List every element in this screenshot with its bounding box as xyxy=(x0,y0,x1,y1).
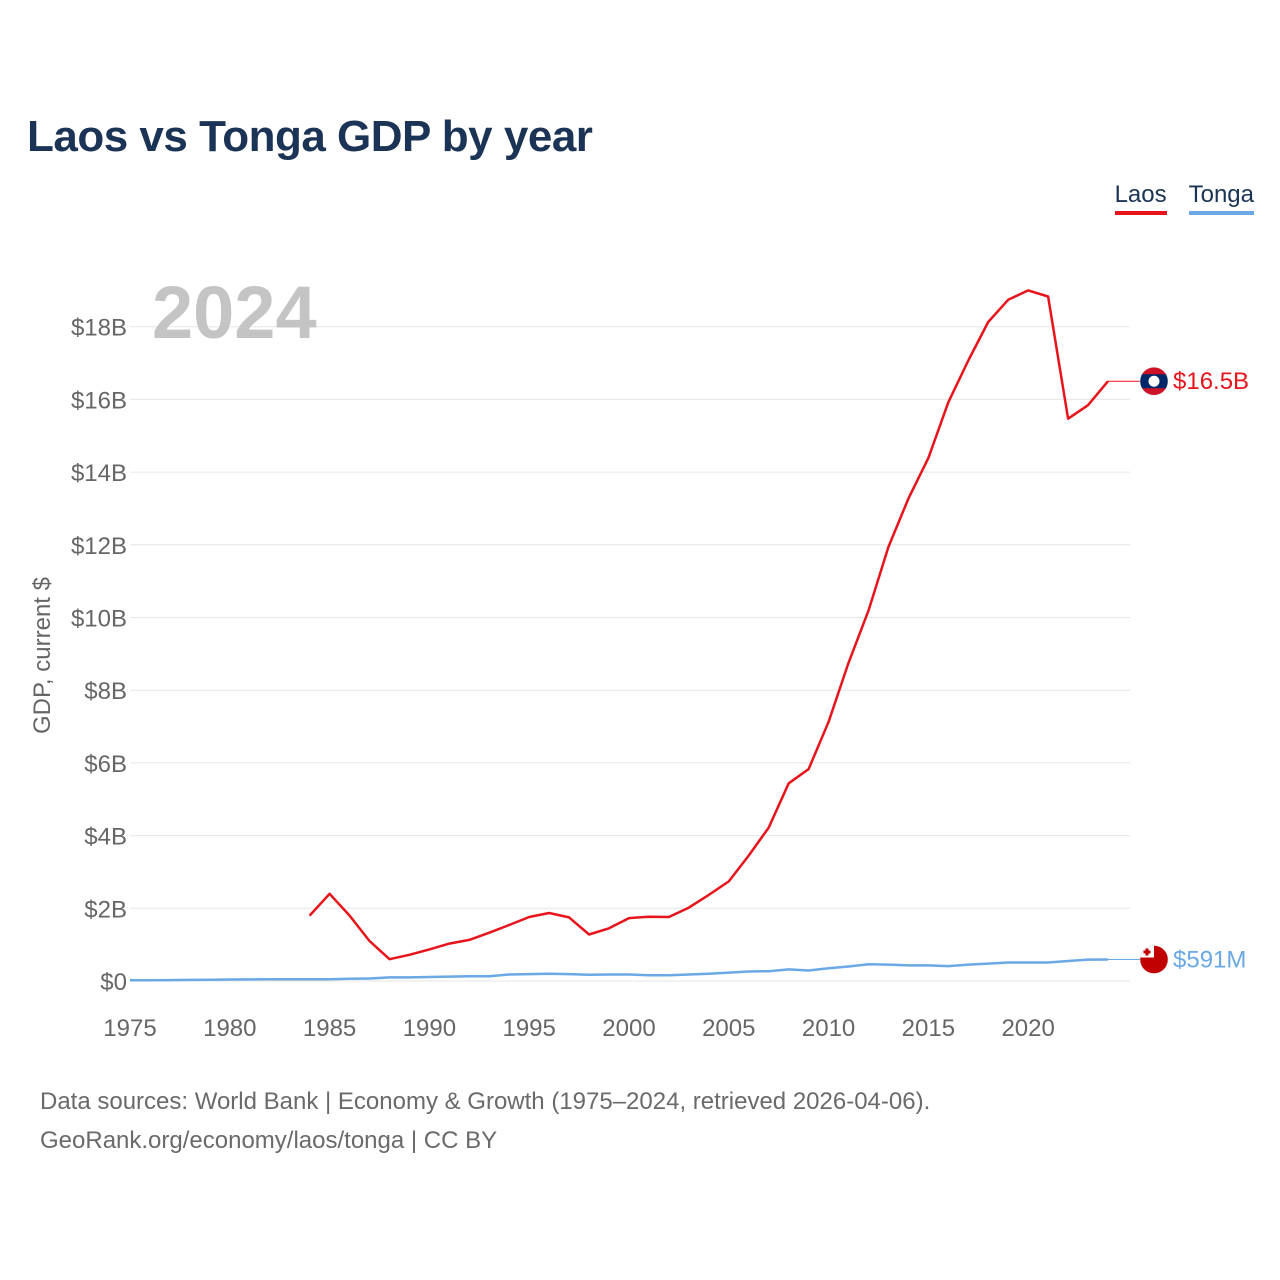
x-tick-label: 1985 xyxy=(303,1015,356,1042)
y-tick-label: $14B xyxy=(71,460,127,487)
y-tick-label: $10B xyxy=(71,606,127,633)
footer: Data sources: World Bank | Economy & Gro… xyxy=(40,1082,930,1160)
legend-item-laos[interactable]: Laos xyxy=(1114,181,1167,215)
legend-item-tonga[interactable]: Tonga xyxy=(1188,181,1254,215)
x-tick-label: 2000 xyxy=(602,1015,655,1042)
year-watermark: 2024 xyxy=(152,271,317,354)
x-tick-label: 1975 xyxy=(103,1015,156,1042)
legend: Laos Tonga xyxy=(1114,181,1254,215)
gridlines xyxy=(130,326,1130,982)
end-value-label-laos: $16.5B xyxy=(1173,368,1249,395)
x-tick-label: 2010 xyxy=(802,1015,855,1042)
x-tick-label: 2020 xyxy=(1001,1015,1054,1042)
x-axis-tick-labels: 1975 1980 1985 1990 1995 2000 2005 2010 2015 2020 xyxy=(103,1015,1055,1042)
x-tick-label: 1980 xyxy=(203,1015,256,1042)
license-text: GeoRank.org/economy/laos/tonga | CC BY xyxy=(40,1127,498,1154)
y-tick-label: $16B xyxy=(71,387,127,414)
chart-title: Laos vs Tonga GDP by year xyxy=(27,112,593,161)
tonga-flag-icon xyxy=(1139,945,1169,974)
x-tick-label: 2015 xyxy=(902,1015,955,1042)
y-tick-label: $0 xyxy=(100,969,127,996)
gdp-line-chart: $0$2B$4B$6B$8B$10B$12B$14B$16B$18B 1975 1… xyxy=(29,271,1249,1042)
y-axis-tick-labels: $0 $2B $4B $6B $8B $10B $12B $14B $16B $18B xyxy=(71,315,127,996)
y-tick-label: $8B xyxy=(84,678,127,705)
data-sources-text: Data sources: World Bank | Economy & Gro… xyxy=(40,1088,931,1115)
y-tick-label: $12B xyxy=(71,533,127,560)
series-end-markers: $16.5B $591M xyxy=(1108,366,1249,974)
x-tick-label: 1990 xyxy=(403,1015,456,1042)
x-tick-label: 1995 xyxy=(502,1015,555,1042)
x-tick-label: 2005 xyxy=(702,1015,755,1042)
series-lines xyxy=(130,289,1109,982)
y-tick-label: $2B xyxy=(84,896,127,923)
laos-flag-icon xyxy=(1139,366,1169,396)
series-line-tonga xyxy=(130,958,1109,982)
y-axis-label: GDP, current $ xyxy=(29,577,56,734)
y-tick-label: $6B xyxy=(84,751,127,778)
y-tick-label: $18B xyxy=(71,315,127,342)
series-line-laos xyxy=(308,289,1109,961)
y-tick-label: $4B xyxy=(84,824,127,851)
end-value-label-tonga: $591M xyxy=(1173,947,1246,974)
